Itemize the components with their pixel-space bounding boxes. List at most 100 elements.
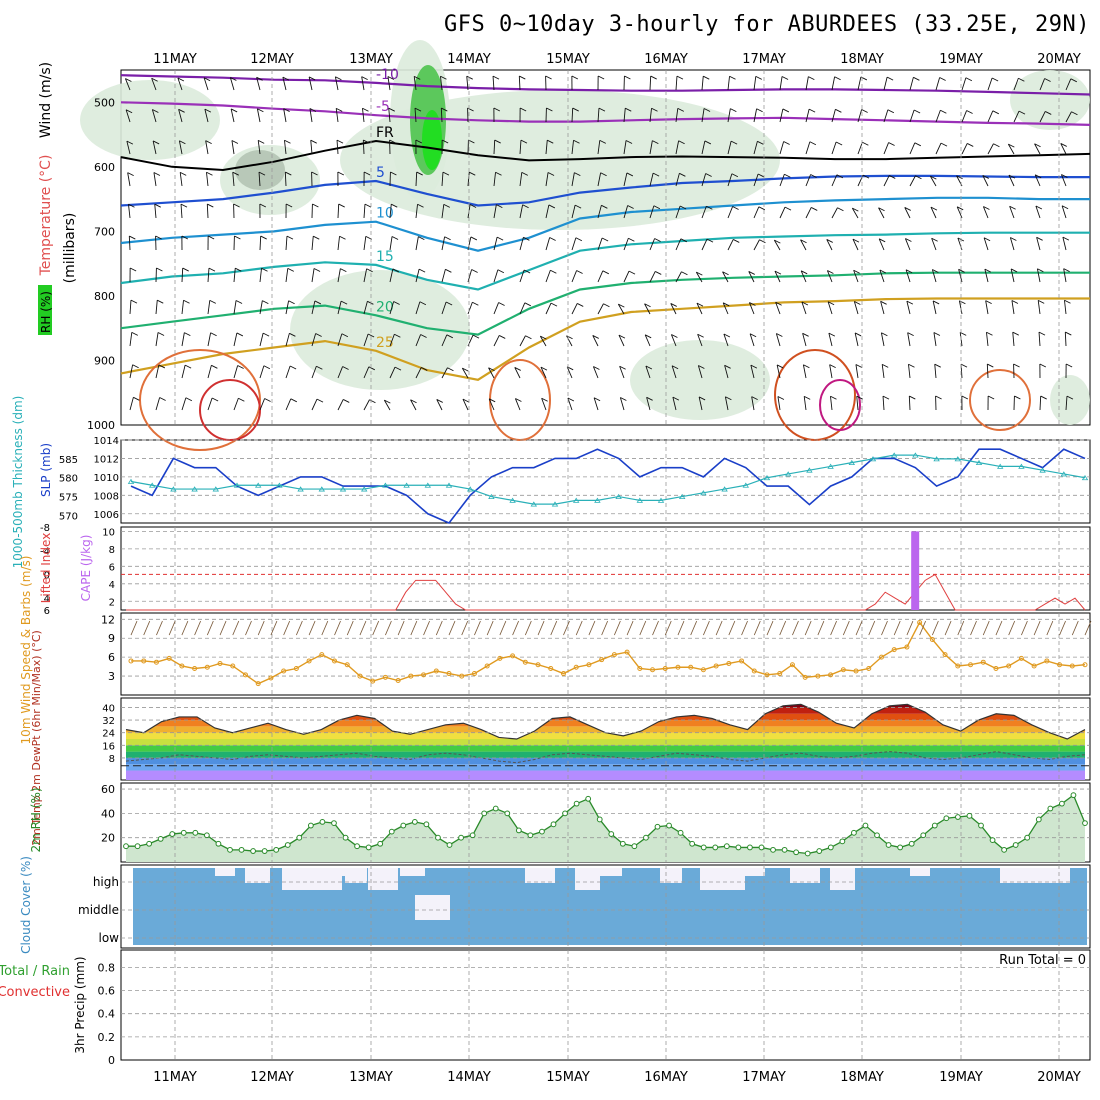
wind-barb	[545, 75, 552, 80]
wind-speed-point	[942, 652, 948, 658]
wind-barb	[956, 175, 963, 180]
wind-barb	[469, 171, 476, 176]
wind-barb	[313, 268, 321, 272]
wind-barb	[387, 76, 395, 80]
wind-barb	[1045, 111, 1052, 115]
wind-barb	[958, 269, 963, 283]
wind-barb	[547, 172, 555, 176]
wind-barb	[724, 396, 729, 411]
wind-barb	[410, 399, 417, 404]
wind-barb	[831, 109, 836, 123]
wind-barb	[571, 172, 575, 187]
cloud-level-label: middle	[78, 903, 119, 917]
wind-barb	[1060, 143, 1067, 147]
wind-barb	[757, 140, 764, 145]
wind-barb	[540, 335, 547, 340]
wind-barb-10m	[1046, 620, 1054, 636]
rh-point	[319, 818, 326, 825]
wind-barb	[593, 366, 600, 370]
wind-barb-10m	[715, 620, 723, 636]
thickness-point	[551, 501, 559, 507]
wind-barb-10m	[601, 620, 609, 636]
wind-barb	[258, 171, 266, 176]
wind-barb-10m	[728, 620, 736, 636]
wind-barb	[287, 267, 295, 272]
wind-barb	[803, 396, 807, 411]
wind-barb	[420, 334, 427, 338]
temp-contour-warm	[819, 379, 861, 431]
wind-barb	[414, 107, 422, 112]
wind-barb	[880, 300, 887, 305]
wind-barb	[340, 268, 347, 273]
precip-ylabel: 3hr Precip (mm)	[73, 956, 87, 1053]
wind-barb	[779, 76, 783, 91]
slp-tick: 1008	[94, 491, 119, 502]
wind-barb	[571, 108, 574, 123]
wind-barb	[722, 271, 729, 276]
rh-shade	[1010, 70, 1090, 130]
wind-barb	[311, 398, 318, 411]
wind-barb	[387, 76, 391, 91]
wind-barb	[178, 108, 185, 113]
wind-barb	[781, 76, 789, 80]
li-tick: 0	[44, 570, 50, 581]
wind-barb	[418, 236, 425, 241]
slp-line	[130, 448, 1086, 524]
wind-barb	[1060, 174, 1067, 187]
wind-barb-10m	[690, 620, 698, 636]
wind-barb	[930, 175, 937, 180]
wind-barb	[909, 142, 916, 155]
wind-barb-10m	[766, 620, 774, 636]
wind-speed-point	[968, 662, 974, 668]
wind-barb	[336, 140, 339, 155]
wind-barb	[129, 267, 137, 272]
wind-barb	[695, 271, 703, 283]
rh-legend-swatch	[38, 285, 52, 335]
wind-barb	[701, 238, 708, 251]
wind-barb	[259, 268, 262, 283]
wind-barb	[597, 108, 600, 123]
wind-barb	[727, 108, 731, 123]
wind-barb	[727, 239, 734, 251]
rh-shade	[290, 270, 470, 390]
wind-barb	[519, 204, 524, 219]
wind-speed-point	[242, 672, 248, 678]
wind-barb	[441, 107, 448, 112]
wind-barb	[207, 365, 212, 379]
wind-barb	[413, 75, 421, 80]
wind-speed-point	[484, 663, 490, 669]
wind-barb	[571, 205, 576, 219]
rh-point	[180, 829, 187, 836]
wind-barb	[337, 171, 345, 176]
wind-barb	[753, 206, 760, 219]
slp-tick: 1010	[94, 473, 119, 484]
wind-barb	[878, 207, 885, 212]
wind-speed-point	[955, 663, 961, 669]
rh-point	[573, 800, 580, 807]
wind-barb	[808, 108, 816, 113]
wind-barb	[649, 271, 656, 283]
wind-barb	[854, 332, 859, 347]
wind-barb	[881, 364, 885, 379]
thickness-point	[763, 474, 771, 481]
wind-barb	[1014, 395, 1021, 400]
temp-band	[126, 751, 1085, 758]
wind-barb	[675, 238, 682, 251]
slp-tick: 1006	[94, 510, 119, 521]
wind-barb	[601, 204, 608, 209]
wind-barb	[878, 238, 886, 243]
wind-barb	[854, 332, 862, 337]
wind-barb	[289, 365, 297, 370]
wind-barb-10m	[435, 620, 443, 636]
rh-point	[203, 832, 210, 839]
wind-barb	[155, 332, 159, 347]
rh-point	[862, 822, 869, 829]
wind-barb	[881, 363, 889, 368]
wind-barb	[367, 300, 374, 305]
wind-barb	[697, 365, 703, 379]
wind-barb-10m	[919, 620, 927, 636]
wind-barb-10m	[385, 620, 392, 636]
wind-barb	[967, 143, 974, 147]
wind-barb	[493, 269, 499, 283]
rh-point	[677, 829, 684, 836]
